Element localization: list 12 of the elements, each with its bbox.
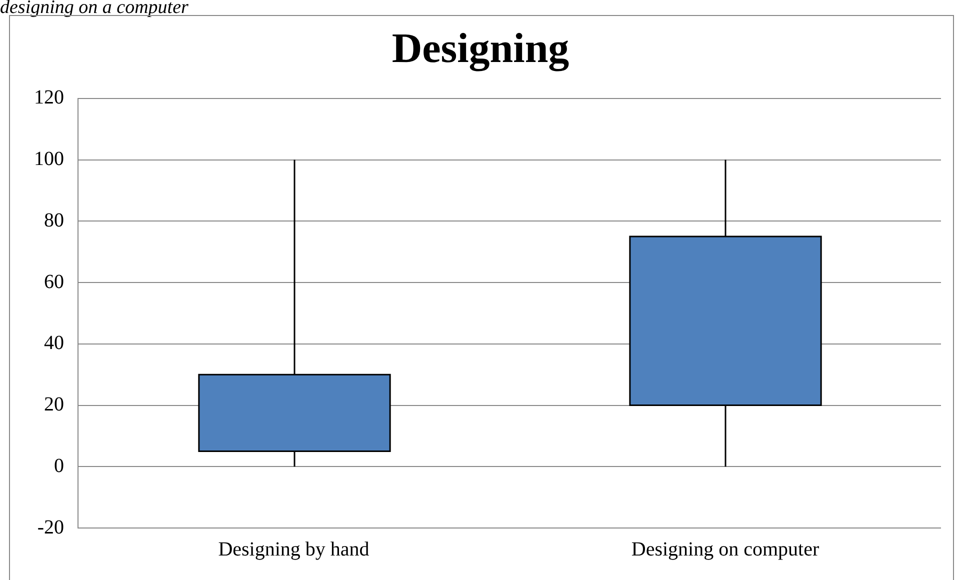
y-tick-label: 0: [54, 454, 64, 477]
y-tick-label: 100: [34, 148, 64, 170]
x-tick-label: Designing on computer: [631, 538, 820, 560]
x-tick-label: Designing by hand: [218, 538, 370, 560]
y-tick-label: 40: [44, 332, 64, 354]
y-tick-label: 60: [44, 270, 64, 293]
y-tick-label: 80: [44, 209, 64, 232]
chart-title: Designing: [392, 26, 570, 72]
text: designing on a computer: [0, 0, 188, 18]
y-tick-label: -20: [37, 516, 64, 538]
y-tick-label: 120: [34, 86, 64, 109]
y-tick-label: 20: [44, 394, 64, 416]
